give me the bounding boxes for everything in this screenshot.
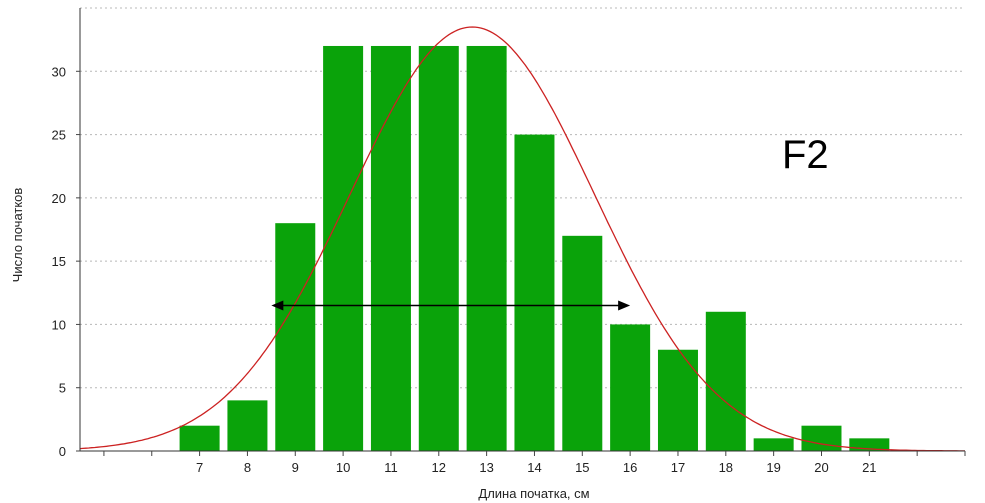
x-tick-label: 8 <box>244 460 251 475</box>
bar-8 <box>227 400 268 451</box>
arrow-head-left <box>271 300 284 311</box>
bar-19 <box>753 438 794 451</box>
x-tick-label: 13 <box>479 460 493 475</box>
bar-9 <box>275 223 316 451</box>
x-tick-labels: 7 8 9 10 11 12 13 14 15 16 17 18 19 20 21 <box>103 451 966 475</box>
x-tick-label: 9 <box>292 460 299 475</box>
x-tick-label: 21 <box>862 460 876 475</box>
x-tick-label: 17 <box>671 460 685 475</box>
normal-curve <box>79 26 965 452</box>
bar-14 <box>514 134 555 452</box>
bar-17 <box>657 349 698 451</box>
bar-11 <box>370 45 411 451</box>
y-tick-label: 25 <box>52 128 66 143</box>
x-tick-label: 16 <box>623 460 637 475</box>
annotation-label: F2 <box>782 133 829 177</box>
x-tick-label: 15 <box>575 460 589 475</box>
axes <box>79 8 965 452</box>
bar-13 <box>466 45 507 451</box>
bars <box>179 45 890 452</box>
y-tick-label: 10 <box>52 317 66 332</box>
y-tick-label: 0 <box>59 444 66 459</box>
x-tick-label: 10 <box>336 460 350 475</box>
bar-15 <box>562 235 603 451</box>
y-tick-labels: 0 5 10 15 20 25 30 <box>52 64 80 459</box>
x-tick-label: 12 <box>432 460 446 475</box>
normal-curve-line <box>79 26 965 452</box>
x-tick-label: 19 <box>766 460 780 475</box>
y-tick-label: 5 <box>59 381 66 396</box>
y-tick-label: 15 <box>52 254 66 269</box>
x-tick-label: 11 <box>384 460 398 475</box>
x-tick-label: 18 <box>719 460 733 475</box>
x-axis-label: Длина початка, см <box>478 486 589 501</box>
x-tick-label: 7 <box>196 460 203 475</box>
x-tick-label: 20 <box>814 460 828 475</box>
bar-18 <box>705 311 746 451</box>
x-tick-label: 14 <box>527 460 541 475</box>
bar-16 <box>610 324 651 451</box>
bar-20 <box>801 425 842 451</box>
bar-7 <box>179 425 220 451</box>
y-axis-label: Число початков <box>10 188 25 283</box>
bar-12 <box>418 45 459 451</box>
range-arrow <box>271 300 631 311</box>
bar-10 <box>323 45 364 451</box>
y-tick-label: 30 <box>52 64 66 79</box>
y-tick-label: 20 <box>52 191 66 206</box>
arrow-head-right <box>618 300 631 311</box>
